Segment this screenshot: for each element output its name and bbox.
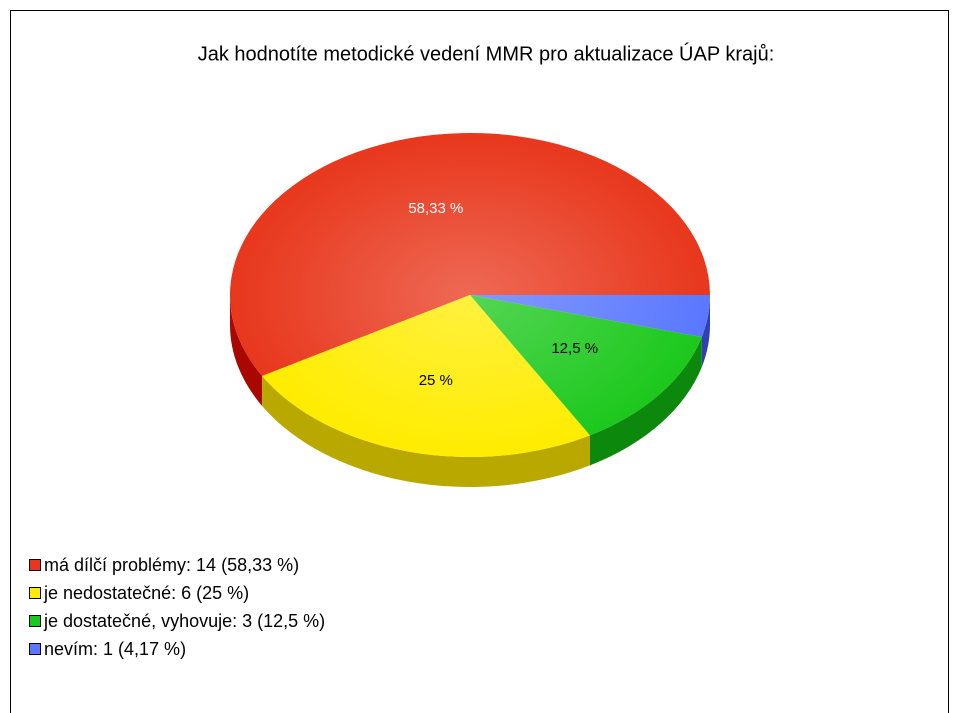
frame	[10, 10, 949, 713]
data-label: 25 %	[419, 372, 453, 389]
legend-label: má dílčí problémy: 14 (58,33 %)	[44, 555, 299, 575]
data-label: 12,5 %	[551, 340, 598, 357]
legend-swatch	[29, 615, 41, 627]
legend-label: je dostatečné, vyhovuje: 3 (12,5 %)	[43, 611, 325, 631]
legend-swatch	[29, 559, 41, 571]
legend-swatch	[29, 643, 41, 655]
data-label: 58,33 %	[408, 200, 463, 217]
chart-title: Jak hodnotíte metodické vedení MMR pro a…	[198, 42, 775, 65]
pie: 58,33 % 25 % 12,5 %	[230, 133, 710, 487]
pie-side	[262, 375, 590, 487]
legend: má dílčí problémy: 14 (58,33 %) je nedost…	[29, 555, 325, 659]
legend-label: nevím: 1 (4,17 %)	[44, 639, 186, 659]
legend-swatch	[29, 587, 41, 599]
legend-label: je nedostatečné: 6 (25 %)	[43, 583, 249, 603]
